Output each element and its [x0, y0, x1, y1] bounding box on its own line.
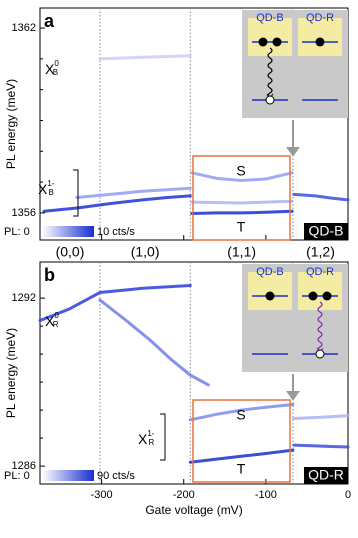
electron [265, 291, 275, 301]
y-axis-label: PL energy (meV) [4, 79, 18, 169]
charge-state: (0,0) [56, 244, 85, 260]
emission-line [292, 192, 350, 202]
photon [267, 47, 273, 99]
electron [272, 37, 282, 47]
text-part: R [148, 438, 154, 447]
text-part: B [48, 188, 53, 197]
state-label: T [237, 219, 246, 235]
text-part: 1- [47, 179, 54, 188]
inset-label: QD-R [306, 12, 334, 24]
x-tick-label: -300 [91, 489, 113, 501]
arrow [286, 374, 300, 401]
colorbar [42, 470, 94, 481]
state-label: S [236, 407, 245, 423]
photon [317, 301, 323, 353]
text-part: 0 [54, 59, 59, 68]
emission-line [188, 448, 295, 464]
emission-line [188, 403, 295, 422]
emission-line [292, 443, 350, 449]
colorbar-label: 90 cts/s [97, 470, 135, 482]
peak-label: X0 B [45, 59, 59, 77]
corner-bg [304, 223, 348, 240]
colorbar [42, 226, 94, 237]
text-part: R [53, 320, 59, 329]
state-label: S [236, 163, 245, 179]
emission-line [190, 171, 294, 183]
charge-state: (1,1) [227, 244, 256, 260]
emission-line [42, 194, 192, 213]
hole [265, 95, 275, 105]
colorbar-label: PL: 0 [4, 226, 30, 238]
text-part: X [38, 181, 48, 197]
inset-dot-r [298, 18, 342, 56]
bracket [160, 413, 166, 461]
text-part: X [45, 313, 55, 329]
peak-label: X1-R [138, 429, 155, 447]
colorbar-label: PL: 0 [4, 470, 30, 482]
electron [258, 37, 268, 47]
text-part: 0 [54, 311, 59, 320]
inset-dot-b [248, 272, 292, 310]
corner-label: QD-B [309, 223, 344, 239]
electron [308, 291, 318, 301]
corner-label: QD-R [308, 467, 344, 483]
emission-line [75, 186, 192, 199]
highlight-box [192, 399, 291, 483]
corner-bg [304, 467, 348, 484]
arrow [286, 120, 300, 157]
emission-line [98, 298, 210, 387]
emission-line [190, 199, 294, 205]
y-tick-label: 1292 [12, 292, 36, 304]
emission-line [292, 414, 350, 420]
x-tick-label: -100 [255, 489, 277, 501]
y-tick-label: 1286 [12, 460, 36, 472]
x-axis-label: Gate voltage (mV) [145, 503, 242, 517]
x-tick-label: 0 [345, 489, 351, 501]
panel-letter: b [44, 265, 55, 285]
emission-line [98, 54, 192, 61]
text-part: B [53, 68, 58, 77]
inset-dot-b [248, 18, 292, 56]
inset-label: QD-B [256, 12, 284, 24]
inset-label: QD-R [306, 266, 334, 278]
text-part: X [138, 431, 148, 447]
peak-label: X0 R [45, 311, 59, 329]
charge-state: (1,0) [131, 244, 160, 260]
highlight-box [192, 155, 291, 241]
text-part: 1- [147, 429, 154, 438]
peak-label: X1-B [38, 179, 55, 197]
emission-line [190, 209, 294, 215]
state-label: T [237, 461, 246, 477]
emission-line [38, 284, 192, 322]
electron [322, 291, 332, 301]
y-tick-label: 1356 [12, 207, 36, 219]
inset-dot-r [298, 272, 342, 310]
text-part: X [45, 61, 55, 77]
colorbar-label: 10 cts/s [97, 226, 135, 238]
y-tick-label: 1362 [12, 22, 36, 34]
bracket [73, 169, 79, 217]
inset-label: QD-B [256, 266, 284, 278]
charge-state: (1,2) [306, 244, 335, 260]
y-axis-label: PL energy (meV) [4, 328, 18, 418]
panel-letter: a [44, 11, 55, 31]
hole [315, 349, 325, 359]
x-tick-label: -200 [173, 489, 195, 501]
electron [315, 37, 325, 47]
